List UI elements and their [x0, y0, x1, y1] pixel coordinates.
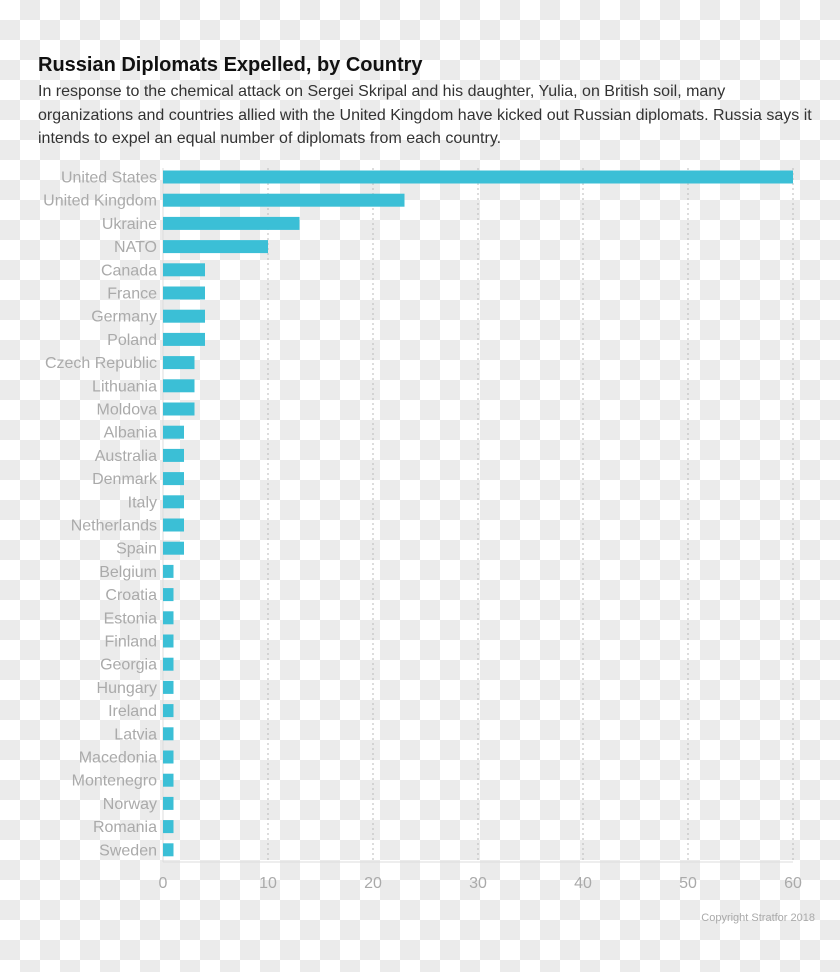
- category-label: United Kingdom: [43, 193, 157, 210]
- bar-lithuania: [163, 379, 195, 393]
- bar-albania: [163, 425, 184, 439]
- bar-canada: [163, 263, 205, 277]
- category-label: Netherlands: [71, 518, 157, 535]
- category-label: Australia: [95, 448, 157, 465]
- category-label: Czech Republic: [45, 355, 157, 372]
- bar-hungary: [163, 680, 174, 694]
- bar-netherlands: [163, 518, 184, 532]
- x-tick-label: 40: [574, 875, 592, 892]
- bar-estonia: [163, 611, 174, 625]
- category-label: Macedonia: [79, 750, 157, 767]
- category-label: Croatia: [105, 587, 157, 604]
- category-label: Italy: [128, 494, 157, 511]
- bar-spain: [163, 541, 184, 555]
- category-label: Finland: [105, 634, 157, 651]
- bar-moldova: [163, 402, 195, 416]
- bar-czech-republic: [163, 356, 195, 370]
- category-label: Moldova: [97, 402, 158, 419]
- x-tick-label: 0: [159, 875, 168, 892]
- bar-united-kingdom: [163, 193, 405, 207]
- bar-montenegro: [163, 773, 174, 787]
- chart-subtitle: In response to the chemical attack on Se…: [38, 83, 812, 147]
- bar-georgia: [163, 657, 174, 671]
- bar-finland: [163, 634, 174, 648]
- category-label: Hungary: [97, 680, 157, 697]
- x-tick-label: 10: [259, 875, 277, 892]
- category-label: Georgia: [100, 657, 157, 674]
- category-label: NATO: [114, 239, 157, 256]
- category-label: Sweden: [99, 842, 157, 859]
- category-label: Montenegro: [72, 773, 157, 790]
- bar-poland: [163, 332, 205, 346]
- category-label: Romania: [93, 819, 157, 836]
- bar-united-states: [163, 170, 793, 184]
- category-label: Norway: [103, 796, 157, 813]
- bar-italy: [163, 495, 184, 509]
- bar-sweden: [163, 843, 174, 857]
- category-label: United States: [61, 170, 157, 187]
- category-label: Canada: [101, 262, 157, 279]
- category-label: Latvia: [114, 726, 157, 743]
- category-label: Lithuania: [92, 378, 157, 395]
- bar-nato: [163, 240, 268, 254]
- bar-romania: [163, 820, 174, 834]
- category-label: Poland: [107, 332, 157, 349]
- category-label: Estonia: [104, 610, 157, 627]
- bar-macedonia: [163, 750, 174, 764]
- category-label: Spain: [116, 541, 157, 558]
- bar-belgium: [163, 564, 174, 578]
- bar-germany: [163, 309, 205, 323]
- bar-ireland: [163, 704, 174, 718]
- bar-australia: [163, 448, 184, 462]
- chart-title: Russian Diplomats Expelled, by Country: [38, 54, 423, 76]
- x-tick-label: 30: [469, 875, 487, 892]
- bar-norway: [163, 796, 174, 810]
- category-label: Albania: [104, 425, 157, 442]
- category-label: France: [107, 286, 157, 303]
- x-tick-label: 20: [364, 875, 382, 892]
- category-label: Germany: [91, 309, 157, 326]
- category-label: Ireland: [108, 703, 157, 720]
- category-label: Belgium: [99, 564, 157, 581]
- category-label: Denmark: [92, 471, 158, 488]
- bar-ukraine: [163, 216, 300, 230]
- category-label: Ukraine: [102, 216, 157, 233]
- bar-latvia: [163, 727, 174, 741]
- x-tick-label: 60: [784, 875, 802, 892]
- bar-denmark: [163, 472, 184, 486]
- bar-croatia: [163, 588, 174, 602]
- copyright-note: Copyright Stratfor 2018: [701, 912, 815, 924]
- x-tick-label: 50: [679, 875, 697, 892]
- bar-france: [163, 286, 205, 300]
